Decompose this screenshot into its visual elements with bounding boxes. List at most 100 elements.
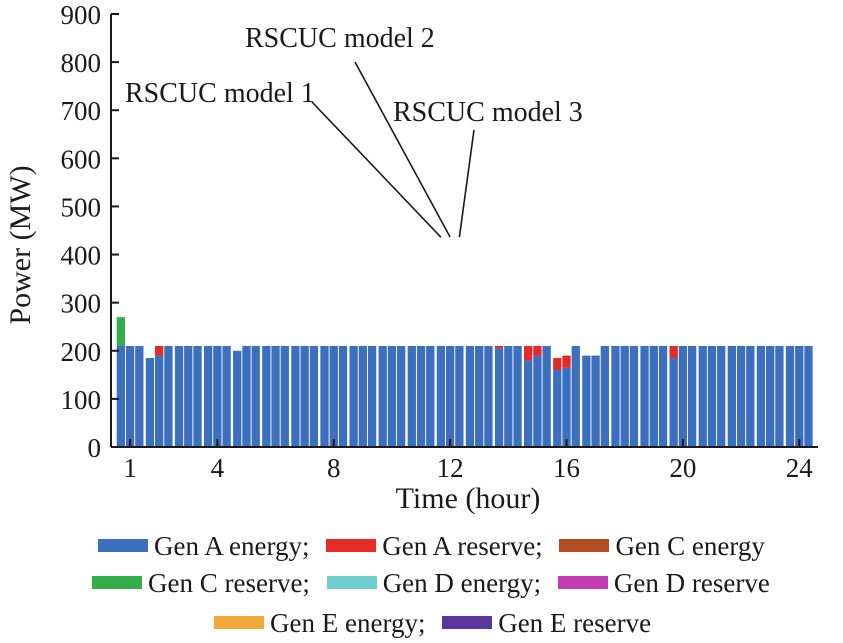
legend-label-gen-e-reserve: Gen E reserve	[498, 607, 652, 638]
annotation-label: RSCUC model 1	[125, 78, 315, 109]
bar-gen_a_energy-h16-m1	[553, 370, 562, 447]
annotation-leader-line	[458, 129, 475, 238]
y-tick-label: 300	[61, 289, 102, 319]
chart-plot: 0 100 200 300 400 500 600 700 800 900 1 4 8 12 16 20 24…	[4, 0, 818, 515]
legend-item-gen-d-reserve: Gen D reserve	[557, 567, 770, 599]
bar-gen_a_energy-h5-m2	[242, 345, 251, 447]
y-axis-label: Power (MW)	[4, 165, 37, 324]
bar-gen_a_energy-h23-m1	[756, 345, 766, 447]
bar-gen_a_energy-h17-m3	[600, 345, 609, 447]
bar-gen_a_energy-h24-m1	[785, 345, 795, 447]
legend-label-gen-c-energy: Gen C energy	[615, 530, 765, 561]
y-tick-label: 200	[61, 337, 102, 367]
bar-gen_c_reserve-h1-m1	[116, 317, 126, 346]
x-tick-label: 1	[123, 453, 137, 483]
legend-label-gen-a-reserve: Gen A reserve;	[382, 530, 543, 561]
bar-gen_a_energy-h1-m1	[116, 345, 126, 447]
bar-gen_a_energy-h3-m3	[193, 345, 202, 447]
bar-gen_a_energy-h21-m1	[698, 345, 707, 447]
bar-gen_a_energy-h20-m3	[687, 345, 697, 447]
x-tick-label: 8	[327, 453, 341, 483]
bar-gen_a_energy-h10-m2	[387, 345, 397, 447]
bar-gen_a_energy-h12-m3	[455, 345, 464, 447]
bar-gen_a_energy-h24-m2	[795, 345, 804, 447]
bar-gen_a_energy-h9-m3	[367, 345, 377, 447]
annotations: RSCUC model 1 RSCUC model 2 RSCUC model 3	[125, 23, 583, 238]
bar-gen_a_energy-h24-m3	[804, 345, 813, 447]
legend-item-gen-a-reserve: Gen A reserve;	[326, 530, 543, 562]
bar-gen_a_energy-h7-m2	[300, 345, 309, 447]
bar-gen_a_energy-h3-m2	[184, 345, 193, 447]
bar-gen_a_reserve-h15-m1	[524, 345, 533, 361]
legend-label-gen-e-energy: Gen E energy;	[270, 607, 426, 638]
bar-gen_a_energy-h22-m2	[736, 345, 746, 447]
legend-swatch-gen-a-energy	[98, 539, 148, 552]
legend-swatch-gen-a-reserve	[326, 539, 377, 552]
x-tick-label: 4	[211, 453, 225, 483]
legend-item-gen-c-reserve: Gen C reserve;	[92, 567, 310, 599]
bar-gen_a_energy-h23-m3	[775, 345, 784, 447]
bar-gen_a_energy-h3-m1	[174, 345, 184, 447]
bar-gen_a_energy-h11-m3	[426, 345, 435, 447]
y-tick-label: 800	[61, 48, 102, 78]
legend-swatch-gen-d-reserve	[557, 576, 608, 589]
x-tick-label: 16	[553, 453, 580, 483]
bar-gen_a_energy-h2-m1	[145, 357, 155, 447]
bar-gen_a_energy-h13-m3	[484, 345, 493, 447]
annotation-leader-line	[311, 101, 442, 238]
legend-item-gen-c-energy: Gen C energy	[559, 530, 765, 562]
bar-gen_a_energy-h21-m3	[717, 345, 726, 447]
bar-gen_a_energy-h23-m2	[766, 345, 775, 447]
bar-gen_a_energy-h14-m1	[494, 348, 504, 447]
bar-gen_a_energy-h12-m1	[436, 345, 446, 447]
bar-gen_a_energy-h14-m2	[504, 345, 513, 447]
bar-gen_a_energy-h22-m1	[727, 345, 736, 447]
legend-swatch-gen-c-reserve	[92, 576, 142, 589]
y-tick-label: 700	[61, 96, 102, 126]
bar-gen_a_energy-h17-m1	[582, 355, 591, 447]
y-tick-label: 100	[61, 385, 102, 415]
bar-gen_a_energy-h7-m3	[309, 345, 319, 447]
bar-gen_a_energy-h14-m3	[513, 345, 522, 447]
bar-gen_a_energy-h16-m3	[571, 345, 580, 447]
legend-item-gen-a-energy: Gen A energy;	[98, 530, 309, 562]
bar-gen_a_energy-h19-m1	[640, 345, 649, 447]
y-tick-label: 0	[88, 433, 102, 463]
bar-gen_a_energy-h10-m1	[378, 345, 387, 447]
bar-gen_a_energy-h2-m2	[155, 355, 164, 447]
legend-row-3: Gen E energy; Gen E reserve	[214, 604, 651, 639]
x-tick-label: 12	[437, 453, 464, 483]
x-tick-label: 24	[786, 453, 814, 483]
bar-gen_a_energy-h1-m3	[135, 345, 144, 447]
bar-gen_a_energy-h4-m1	[203, 345, 213, 447]
bar-gen_a_energy-h11-m2	[416, 345, 426, 447]
bars-layer	[116, 317, 813, 447]
bar-gen_a_energy-h11-m1	[407, 345, 416, 447]
x-tick-label: 20	[669, 453, 696, 483]
bar-gen_a_energy-h22-m3	[746, 345, 755, 447]
legend-label-gen-c-reserve: Gen C reserve;	[148, 567, 310, 598]
bar-gen_a_reserve-h16-m2	[562, 355, 571, 368]
y-tick-label: 900	[61, 0, 102, 30]
bar-gen_a_energy-h15-m1	[524, 360, 533, 447]
bar-gen_a_energy-h5-m3	[251, 345, 260, 447]
bar-gen_a_energy-h18-m3	[629, 345, 639, 447]
bar-gen_a_energy-h20-m2	[678, 345, 688, 447]
annotation-label: RSCUC model 2	[245, 23, 435, 54]
legend-item-gen-d-energy: Gen D energy;	[326, 567, 542, 599]
legend-swatch-gen-d-energy	[326, 576, 377, 589]
bar-gen_a_energy-h20-m1	[669, 357, 678, 447]
legend-label-gen-d-energy: Gen D energy;	[382, 567, 542, 598]
legend-label-gen-d-reserve: Gen D reserve	[613, 567, 770, 598]
bar-gen_a_reserve-h2-m2	[155, 345, 164, 356]
legend-item-gen-e-energy: Gen E energy;	[214, 607, 425, 639]
bar-gen_a_reserve-h14-m1	[494, 345, 504, 349]
bar-gen_a_reserve-h20-m1	[669, 345, 678, 358]
legend-swatch-gen-c-energy	[559, 539, 610, 552]
legend-row-2: Gen C reserve; Gen D energy; Gen D reser…	[92, 564, 770, 599]
bar-gen_a_energy-h15-m2	[533, 355, 542, 447]
bar-gen_a_energy-h4-m3	[222, 345, 231, 447]
bar-gen_a_energy-h8-m2	[329, 345, 338, 447]
bar-gen_a_energy-h12-m2	[445, 345, 455, 447]
bar-gen_a_energy-h1-m2	[125, 345, 135, 447]
